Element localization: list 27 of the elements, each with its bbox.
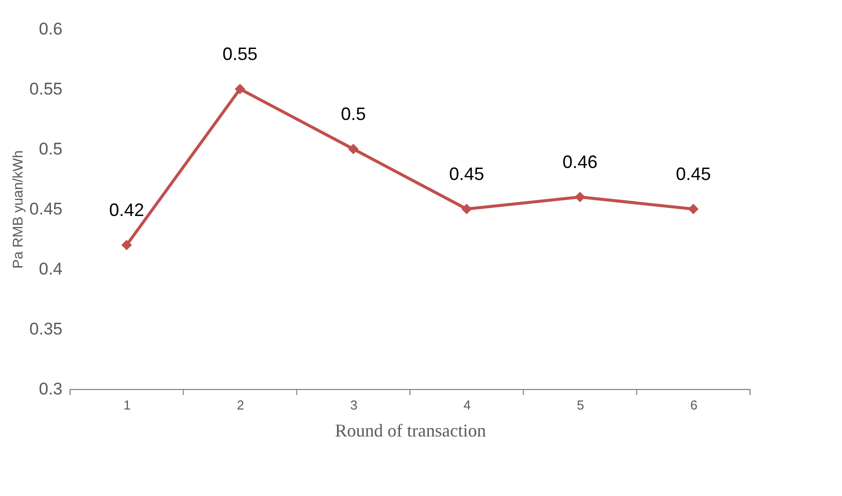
- point: [234, 84, 246, 94]
- data-label: 0.55: [222, 44, 258, 64]
- y-tick-label: 0.6: [38, 20, 62, 38]
- x-tick-label: 5: [576, 398, 584, 412]
- x-tick-label: 6: [690, 398, 698, 412]
- y-tick-label: 0.3: [38, 380, 62, 398]
- point: [574, 192, 586, 202]
- point: [348, 144, 359, 154]
- y-tick-label: 0.5: [38, 140, 62, 158]
- x-axis-title: Round of transaction: [335, 420, 486, 440]
- data-label: 0.42: [109, 200, 144, 220]
- x-tick-label: 1: [124, 398, 131, 412]
- point: [121, 240, 132, 250]
- data-label: 0.46: [562, 152, 598, 172]
- y-axis-title: Pa RMB yuan/kWh: [9, 150, 26, 269]
- point: [688, 204, 699, 214]
- point: [461, 204, 472, 214]
- data-label: 0.45: [449, 164, 484, 184]
- y-tick-label: 0.45: [29, 200, 62, 218]
- y-tick-label: 0.55: [29, 80, 62, 98]
- x-tick-label: 2: [236, 398, 244, 412]
- x-tick-label: 3: [350, 398, 358, 412]
- y-tick-label: 0.35: [29, 320, 62, 338]
- x-tick-label: 4: [464, 398, 471, 412]
- data-label: 0.5: [340, 104, 366, 124]
- y-tick-label: 0.4: [38, 260, 62, 278]
- data-label: 0.45: [676, 164, 711, 184]
